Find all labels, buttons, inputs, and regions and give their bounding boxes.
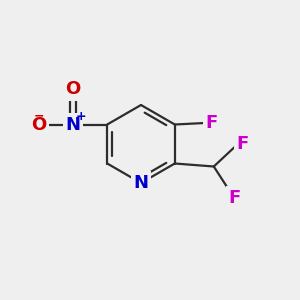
Text: +: +	[76, 110, 86, 123]
Text: N: N	[134, 174, 148, 192]
Text: F: F	[229, 189, 241, 207]
Text: −: −	[34, 109, 44, 122]
Text: O: O	[31, 116, 46, 134]
Text: F: F	[205, 114, 218, 132]
Text: N: N	[65, 116, 80, 134]
Text: F: F	[237, 135, 249, 153]
Text: O: O	[65, 80, 80, 98]
